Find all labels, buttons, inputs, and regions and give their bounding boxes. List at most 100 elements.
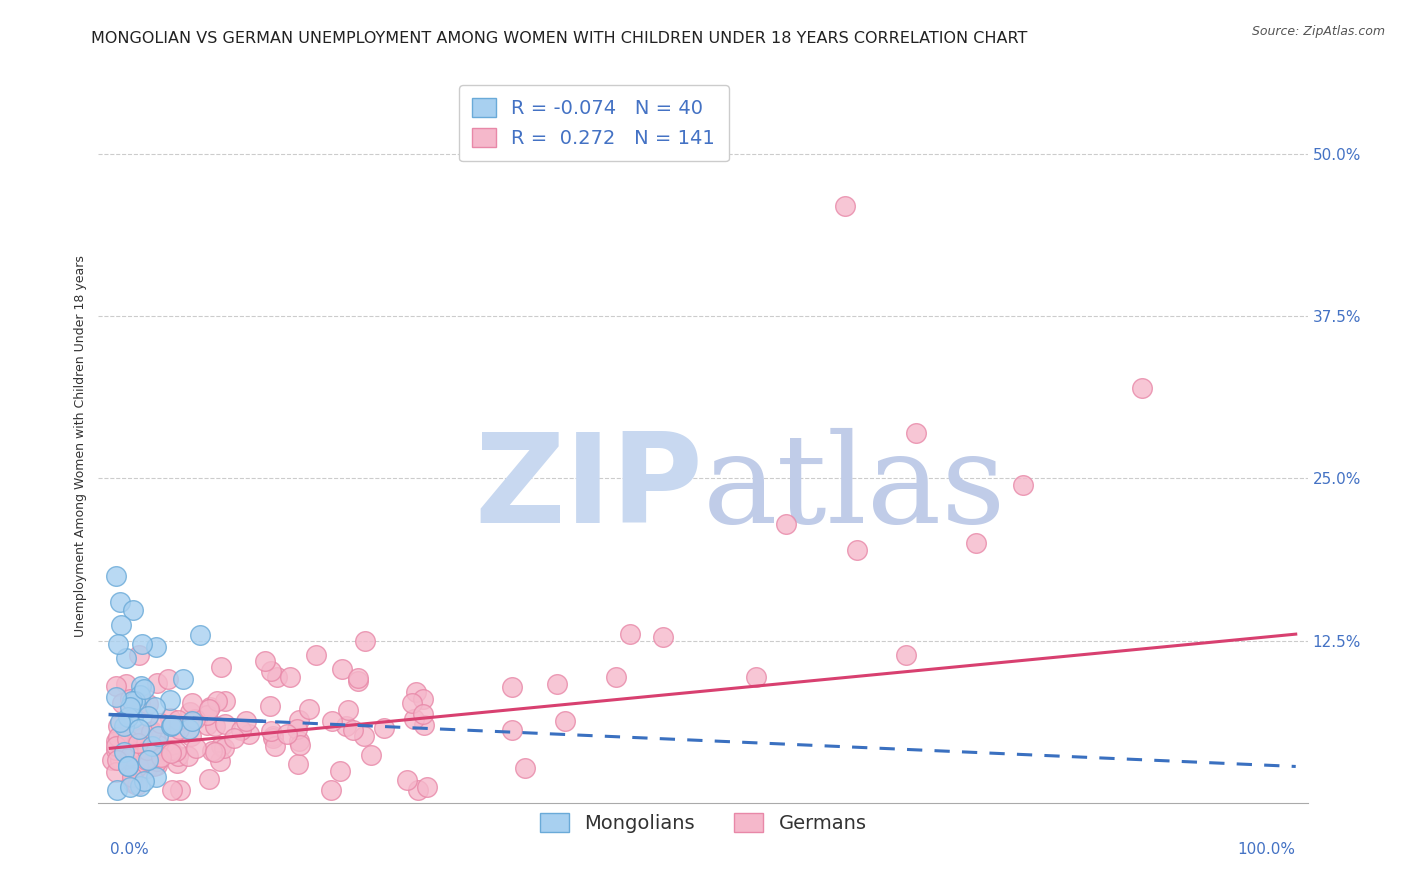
Point — [141, 724, 163, 739]
Point — [353, 729, 375, 743]
Point — [180, 729, 202, 743]
Point — [112, 719, 135, 733]
Point — [159, 710, 181, 724]
Point — [209, 739, 232, 753]
Point — [143, 752, 166, 766]
Point — [107, 730, 129, 744]
Point — [128, 723, 150, 737]
Point — [117, 759, 139, 773]
Point — [260, 664, 283, 678]
Point — [115, 650, 138, 665]
Point — [188, 628, 211, 642]
Point — [373, 722, 395, 736]
Point — [181, 714, 204, 728]
Point — [402, 712, 425, 726]
Point — [744, 670, 766, 684]
Point — [285, 722, 308, 736]
Point — [131, 727, 153, 741]
Point — [260, 724, 283, 739]
Point — [209, 754, 232, 768]
Point — [515, 761, 537, 775]
Point — [121, 603, 143, 617]
Point — [160, 746, 183, 760]
Point — [321, 714, 343, 728]
Point — [165, 744, 187, 758]
Point — [127, 736, 149, 750]
Point — [129, 679, 152, 693]
Point — [1130, 381, 1153, 395]
Point — [112, 745, 135, 759]
Point — [121, 770, 143, 784]
Point — [405, 685, 427, 699]
Point — [160, 782, 183, 797]
Point — [156, 673, 179, 687]
Point — [129, 696, 152, 710]
Point — [406, 782, 429, 797]
Point — [107, 753, 129, 767]
Point — [546, 677, 568, 691]
Point — [896, 648, 918, 662]
Text: 100.0%: 100.0% — [1237, 842, 1296, 857]
Point — [184, 741, 207, 756]
Point — [138, 739, 160, 754]
Point — [145, 757, 167, 772]
Point — [179, 705, 201, 719]
Point — [335, 719, 357, 733]
Point — [146, 729, 169, 743]
Point — [105, 690, 128, 704]
Point — [336, 703, 359, 717]
Point — [136, 743, 159, 757]
Point — [652, 630, 675, 644]
Point — [501, 680, 523, 694]
Point — [262, 731, 284, 745]
Point — [287, 756, 309, 771]
Point — [298, 702, 321, 716]
Point — [135, 753, 157, 767]
Point — [1012, 478, 1035, 492]
Point — [253, 654, 276, 668]
Point — [146, 738, 169, 752]
Point — [143, 747, 166, 762]
Point — [209, 660, 232, 674]
Point — [266, 670, 288, 684]
Point — [321, 782, 343, 797]
Point — [172, 672, 194, 686]
Point — [605, 670, 627, 684]
Point — [118, 691, 141, 706]
Point — [167, 722, 190, 736]
Point — [127, 759, 149, 773]
Point — [128, 648, 150, 662]
Point — [554, 714, 576, 728]
Point — [105, 734, 128, 748]
Point — [287, 713, 309, 727]
Point — [401, 696, 423, 710]
Point — [105, 568, 128, 582]
Y-axis label: Unemployment Among Women with Children Under 18 years: Unemployment Among Women with Children U… — [75, 255, 87, 637]
Point — [146, 743, 169, 757]
Point — [142, 759, 165, 773]
Text: atlas: atlas — [703, 428, 1007, 549]
Point — [347, 673, 370, 688]
Point — [110, 714, 132, 729]
Point — [214, 717, 236, 731]
Point — [145, 770, 167, 784]
Point — [169, 782, 191, 797]
Point — [501, 723, 523, 737]
Point — [204, 719, 226, 733]
Point — [141, 725, 163, 739]
Point — [124, 694, 146, 708]
Point — [167, 748, 190, 763]
Point — [204, 745, 226, 759]
Point — [125, 778, 148, 792]
Point — [290, 739, 312, 753]
Point — [263, 739, 285, 753]
Point — [166, 756, 188, 771]
Point — [117, 732, 139, 747]
Point — [167, 713, 190, 727]
Point — [278, 670, 301, 684]
Point — [177, 749, 200, 764]
Point — [110, 753, 132, 767]
Point — [120, 749, 142, 764]
Point — [159, 692, 181, 706]
Point — [238, 726, 260, 740]
